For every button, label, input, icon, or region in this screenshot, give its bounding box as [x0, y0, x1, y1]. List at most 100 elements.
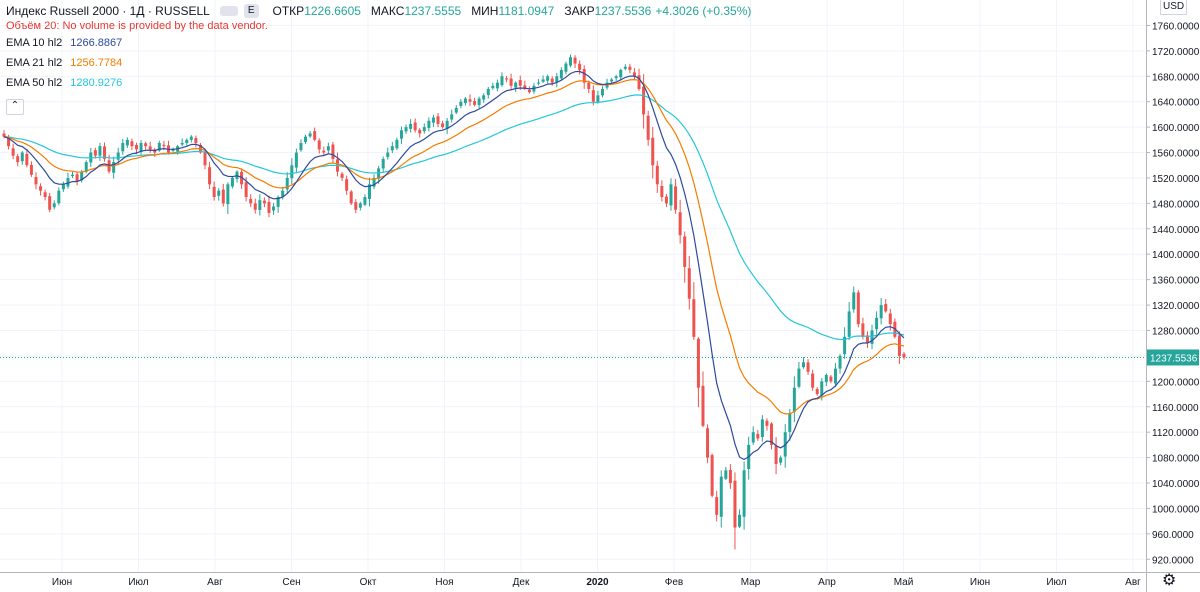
ema50-value: 1280.9276 — [70, 77, 123, 89]
candle-body — [514, 82, 518, 88]
y-tick-label: 960.0000 — [1152, 530, 1194, 541]
x-tick-label: Дек — [513, 577, 530, 588]
candle-body — [801, 362, 805, 368]
candle-body — [313, 131, 317, 140]
candle-body — [52, 203, 56, 208]
candle-body — [367, 184, 371, 199]
candle-body — [281, 190, 285, 197]
candle-body — [646, 115, 650, 140]
candle-body — [847, 311, 851, 337]
gear-icon[interactable]: ⚙ — [1162, 572, 1177, 589]
candle-body — [751, 432, 755, 443]
candle-body — [43, 192, 47, 198]
candle-body — [838, 355, 842, 369]
candle-body — [738, 514, 742, 527]
candle-body — [742, 470, 746, 517]
open-label: ОТКР — [272, 4, 305, 18]
ema21-value: 1256.7784 — [70, 57, 123, 69]
candle-body — [454, 108, 458, 113]
x-tick-label: Апр — [818, 577, 836, 588]
change-value: +4.3026 (+0.35%) — [655, 4, 752, 18]
candle-body — [706, 428, 710, 458]
candle-body — [244, 182, 248, 198]
candle-body — [413, 122, 417, 131]
chart-legend: Индекс Russell 2000 · 1Д · RUSSELL E ОТК… — [6, 0, 755, 115]
y-tick-label: 1040.0000 — [1152, 479, 1200, 490]
ema10-legend[interactable]: EMA 10 hl2 1266.8867 — [6, 37, 123, 49]
candle-body — [875, 317, 879, 330]
candle-body — [221, 189, 225, 204]
ema21-legend[interactable]: EMA 21 hl2 1256.7784 — [6, 57, 123, 69]
candle-body — [523, 85, 527, 89]
candle-body — [824, 374, 828, 383]
candle-body — [495, 82, 499, 89]
y-tick-label: 1760.0000 — [1152, 21, 1200, 32]
low-value: 1181.0947 — [498, 4, 555, 18]
candle-body — [340, 173, 344, 178]
candle-body — [148, 146, 152, 150]
candle-body — [637, 75, 641, 89]
high-value: 1237.5555 — [404, 4, 462, 18]
y-tick-label: 1440.0000 — [1152, 225, 1200, 236]
candle-body — [331, 144, 335, 159]
candle-body — [879, 305, 883, 319]
candle-body — [422, 127, 426, 132]
currency-label[interactable]: USD — [1160, 0, 1188, 15]
y-tick-label: 1720.0000 — [1152, 47, 1200, 58]
y-tick-label: 1400.0000 — [1152, 250, 1200, 261]
candle-body — [299, 143, 303, 151]
candle-body — [756, 433, 760, 439]
candle-body — [294, 152, 298, 168]
candle-body — [354, 202, 358, 210]
candle-body — [537, 82, 541, 84]
candle-body — [185, 139, 189, 144]
y-tick-label: 1360.0000 — [1152, 276, 1200, 287]
candle-body — [290, 165, 294, 179]
x-tick-label: Фев — [665, 577, 683, 588]
candle-body — [445, 120, 449, 129]
ema10-value: 1266.8867 — [70, 37, 123, 49]
candle-body — [285, 177, 289, 190]
y-tick-label: 1560.0000 — [1152, 149, 1200, 160]
candle-body — [806, 362, 810, 372]
x-tick-label: Июл — [1046, 577, 1066, 588]
candle-body — [157, 143, 161, 151]
candle-body — [431, 117, 435, 123]
ema21-line — [3, 78, 905, 415]
visibility-toggle[interactable] — [219, 6, 238, 16]
x-tick-label: Ноя — [435, 577, 453, 588]
price-axis — [1146, 0, 1200, 592]
ema50-legend[interactable]: EMA 50 hl2 1280.9276 — [6, 77, 123, 89]
candle-body — [733, 480, 737, 528]
candle-body — [345, 179, 349, 191]
candle-body — [642, 86, 646, 115]
candle-body — [619, 69, 623, 78]
chevron-up-icon[interactable]: ⌃ — [6, 99, 24, 115]
candle-body — [546, 76, 550, 81]
x-tick-label: Авг — [207, 577, 223, 588]
candle-body — [833, 368, 837, 384]
candle-body — [71, 174, 75, 177]
candle-body — [555, 76, 559, 83]
y-tick-label: 1320.0000 — [1152, 301, 1200, 312]
candle-body — [696, 338, 700, 388]
candle-body — [390, 146, 394, 151]
candle-body — [162, 144, 166, 147]
candle-body — [377, 168, 381, 179]
candle-body — [655, 165, 659, 185]
candle-body — [20, 152, 24, 162]
candle-body — [381, 158, 385, 169]
x-tick-label: Мар — [741, 577, 761, 588]
candle-body — [98, 146, 102, 156]
x-tick-label: Сен — [282, 577, 300, 588]
candle-body — [84, 162, 88, 172]
x-tick-label: Авг — [1125, 577, 1141, 588]
symbol-title[interactable]: Индекс Russell 2000 · 1Д · RUSSELL — [6, 4, 210, 18]
candle-body — [660, 185, 664, 198]
last-price-tag — [1147, 349, 1199, 366]
candle-body — [710, 455, 714, 496]
candle-body — [897, 335, 901, 356]
candle-body — [16, 156, 20, 163]
candle-body — [308, 133, 312, 137]
